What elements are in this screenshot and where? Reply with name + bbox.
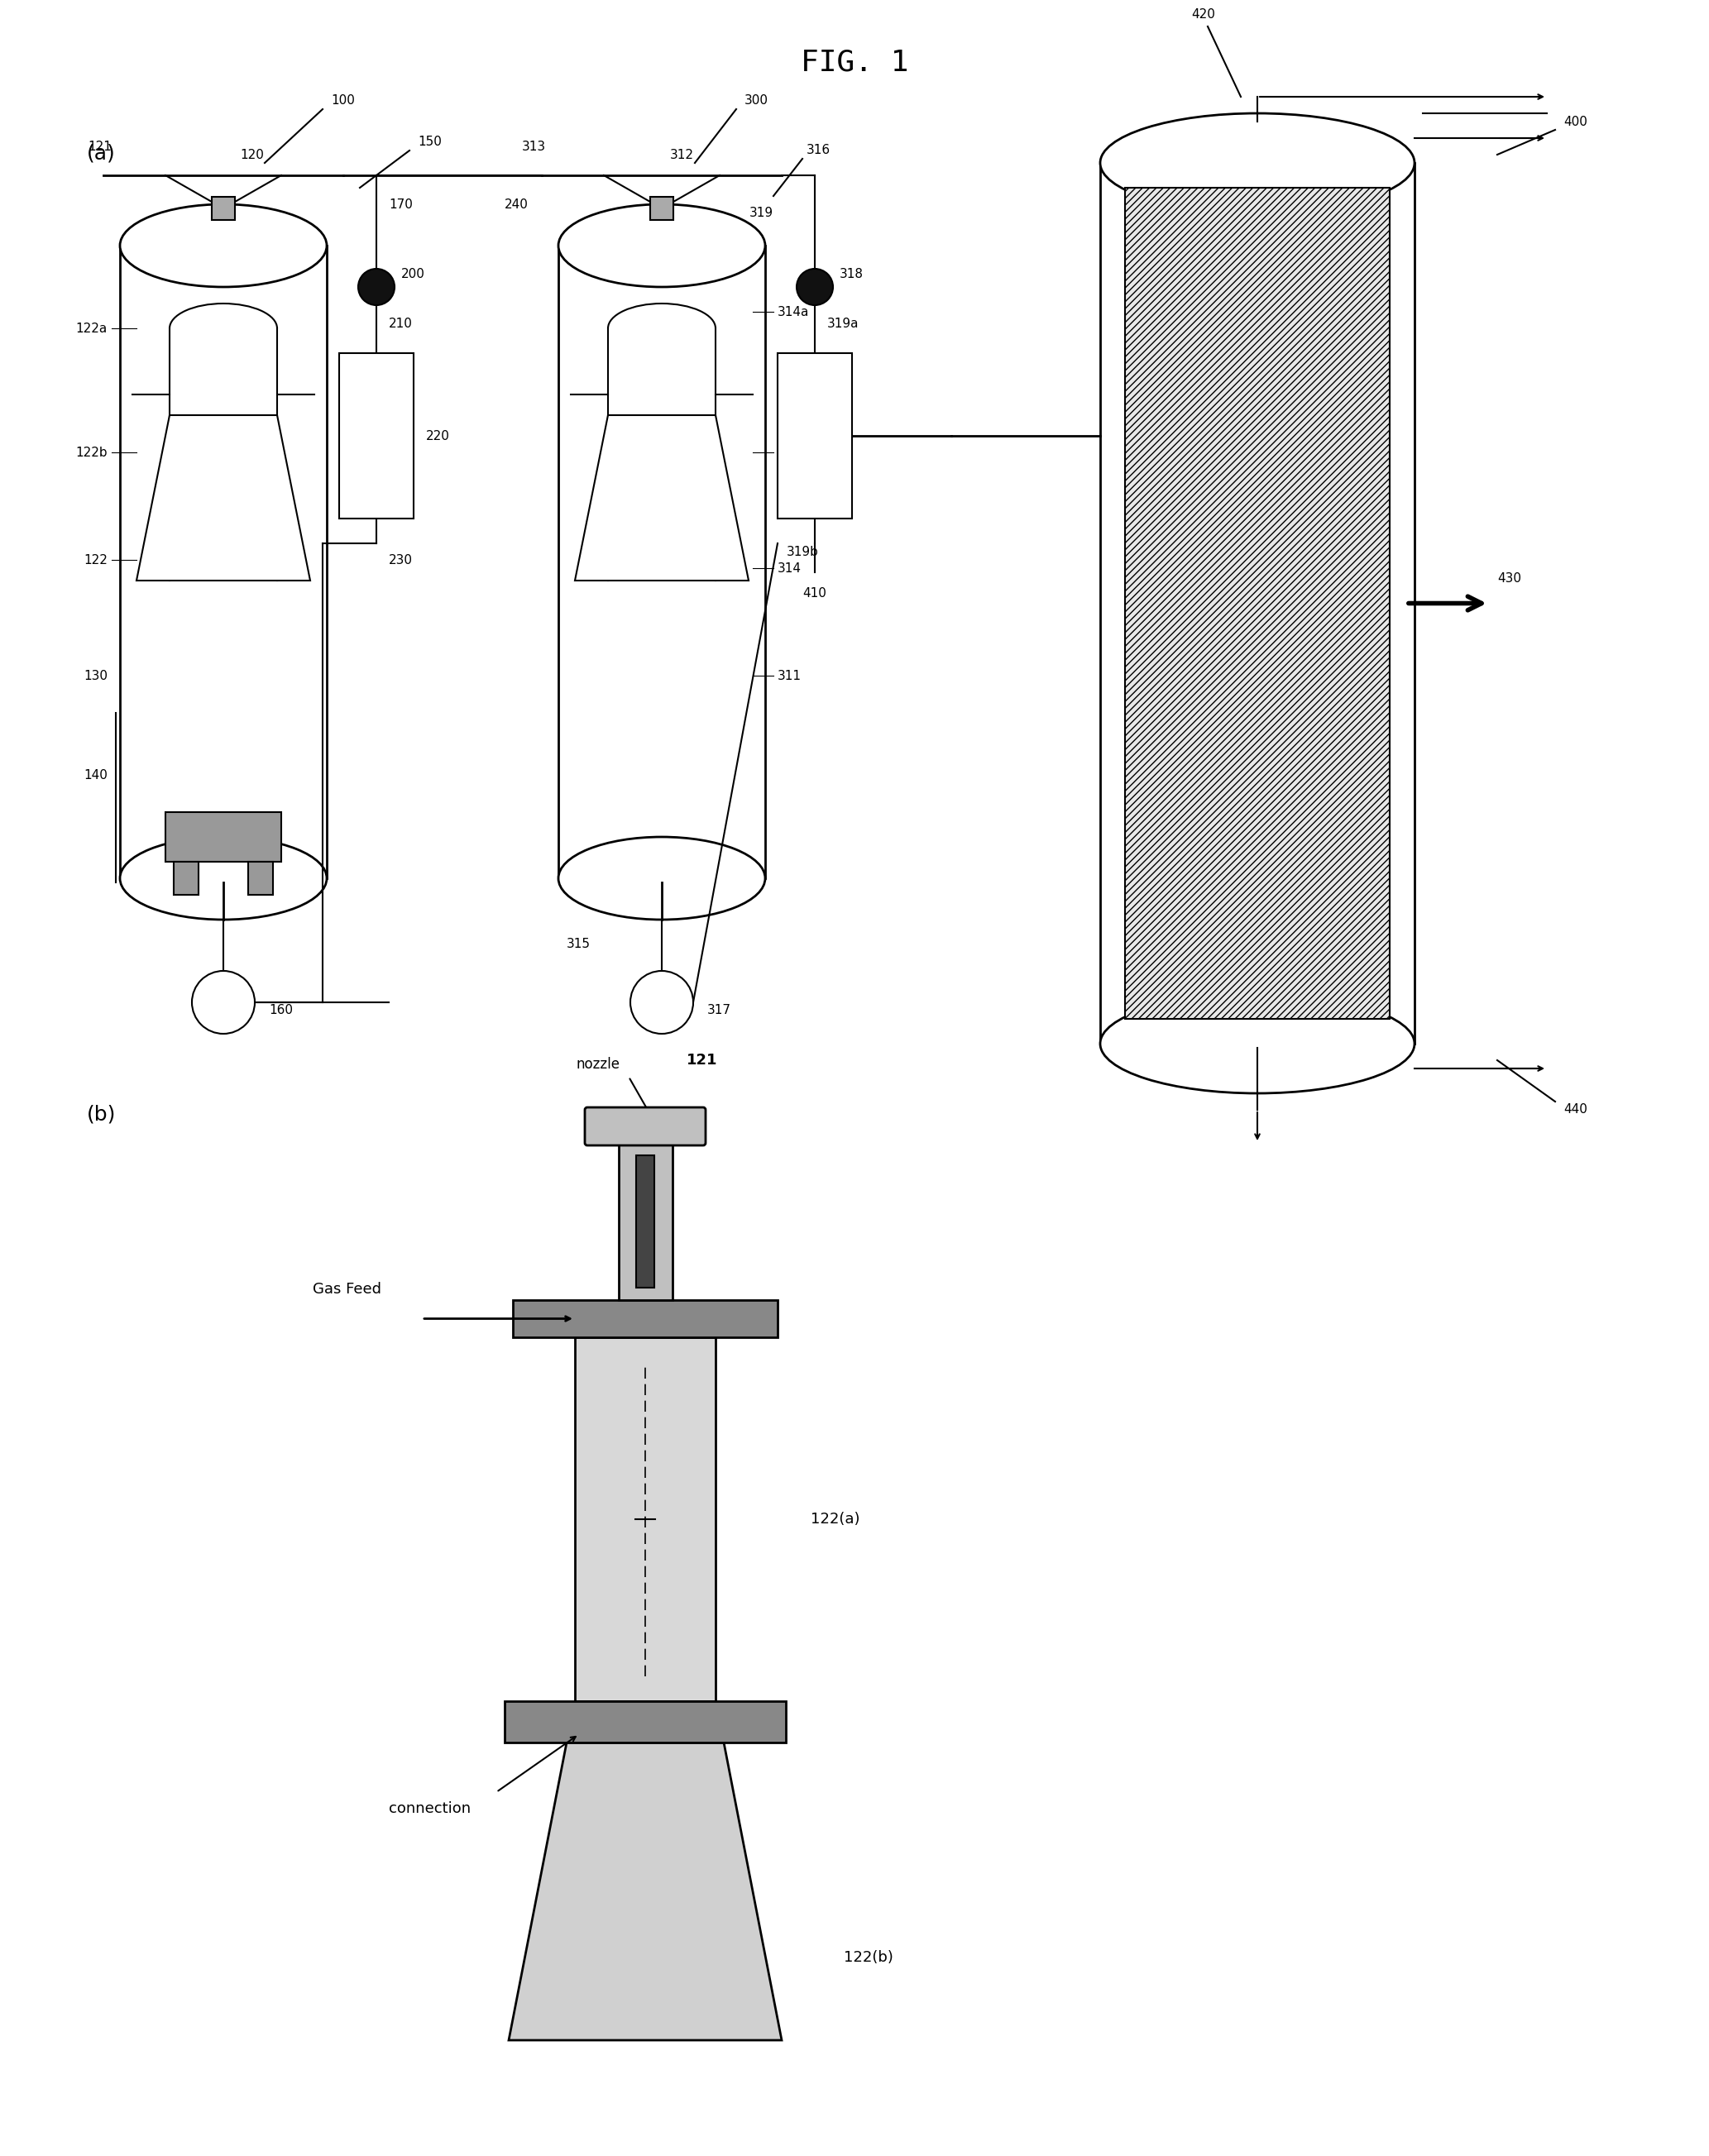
Circle shape (191, 970, 255, 1033)
Text: 440: 440 (1564, 1104, 1588, 1117)
Bar (212, 196, 234, 220)
Ellipse shape (1101, 994, 1415, 1093)
Text: 319: 319 (749, 207, 774, 218)
Text: 122: 122 (84, 554, 108, 567)
Circle shape (359, 270, 395, 306)
Text: 314: 314 (778, 563, 802, 573)
Bar (619, 1143, 672, 1300)
Text: 314b: 314b (778, 446, 810, 459)
Text: 311: 311 (778, 671, 802, 681)
Text: 420: 420 (1191, 9, 1215, 19)
Ellipse shape (120, 205, 326, 287)
Bar (636, 1156, 655, 1287)
Text: 210: 210 (388, 317, 412, 330)
Bar (574, 1337, 716, 1701)
Text: 317: 317 (708, 1005, 731, 1018)
Text: 430: 430 (1497, 571, 1521, 584)
Text: 240: 240 (504, 198, 528, 211)
Bar (1101, 164, 1415, 1044)
Polygon shape (648, 990, 677, 1015)
Text: Gas Feed: Gas Feed (313, 1283, 381, 1298)
Text: 314a: 314a (778, 306, 810, 317)
Circle shape (631, 970, 694, 1033)
Text: 312: 312 (670, 149, 694, 162)
Text: 140: 140 (84, 770, 108, 780)
Text: 121: 121 (687, 1052, 718, 1067)
Polygon shape (574, 416, 749, 580)
Text: 160: 160 (268, 1005, 292, 1018)
Bar (338, 354, 414, 520)
Bar (120, 246, 326, 877)
Bar (778, 354, 853, 520)
Text: 170: 170 (388, 198, 412, 211)
Text: 319a: 319a (827, 317, 860, 330)
Ellipse shape (559, 837, 766, 921)
Text: 400: 400 (1564, 116, 1588, 127)
Polygon shape (208, 990, 238, 1015)
Polygon shape (137, 416, 311, 580)
Text: 122(a): 122(a) (810, 1511, 860, 1526)
Bar (1125, 188, 1389, 1020)
Text: 150: 150 (417, 136, 441, 149)
Text: 318: 318 (839, 267, 863, 280)
Text: 121: 121 (87, 140, 111, 153)
Bar (248, 862, 273, 895)
Text: (a): (a) (87, 142, 116, 164)
Bar (504, 1701, 786, 1742)
Text: 319b: 319b (786, 545, 819, 558)
Text: 220: 220 (426, 429, 449, 442)
Text: nozzle: nozzle (576, 1056, 620, 1072)
Circle shape (796, 270, 832, 306)
Text: 122a: 122a (75, 321, 108, 334)
Polygon shape (509, 1742, 781, 2040)
Text: (b): (b) (87, 1104, 116, 1123)
Ellipse shape (559, 205, 766, 287)
Text: 300: 300 (745, 95, 769, 108)
Text: 410: 410 (803, 586, 827, 599)
Ellipse shape (1101, 114, 1415, 213)
Text: 313: 313 (521, 140, 545, 153)
Text: connection: connection (390, 1800, 472, 1815)
Text: 122(b): 122(b) (844, 1949, 894, 1964)
Ellipse shape (120, 837, 326, 921)
Text: 315: 315 (567, 938, 591, 951)
Text: 230: 230 (388, 554, 414, 567)
Text: 120: 120 (239, 149, 263, 162)
Bar (166, 813, 282, 862)
Text: 100: 100 (332, 95, 355, 108)
Bar (174, 862, 198, 895)
Text: 200: 200 (402, 267, 426, 280)
FancyBboxPatch shape (584, 1108, 706, 1145)
Text: 316: 316 (807, 144, 831, 157)
Bar (649, 196, 673, 220)
Text: FIG. 1: FIG. 1 (800, 47, 909, 75)
Text: 130: 130 (84, 671, 108, 681)
Bar (559, 246, 766, 877)
Text: 122b: 122b (75, 446, 108, 459)
Bar (513, 1300, 778, 1337)
